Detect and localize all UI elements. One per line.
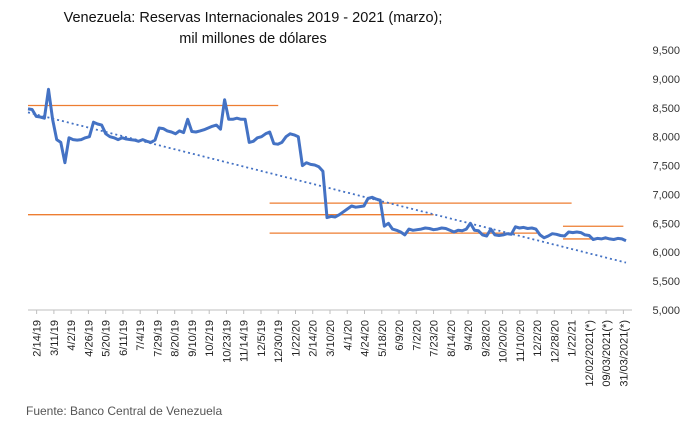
y-tick-label: 9,000 — [652, 74, 680, 86]
x-tick-label: 9/28/20 — [480, 320, 492, 357]
x-tick-label: 4/1/20 — [342, 320, 354, 351]
x-axis-ticks: 2/14/19 3/11/19 4/2/19 4/26/19 5/20/19 6/11/1… — [32, 310, 630, 387]
x-tick-label: 4/2/19 — [66, 320, 78, 351]
x-tick-label: 10/23/19 — [221, 320, 233, 363]
x-tick-label: 11/14/19 — [239, 320, 251, 362]
x-tick-label: 31/03/2021(*) — [618, 320, 630, 387]
x-tick-label: 1/22/21 — [567, 320, 579, 357]
y-tick-label: 7,000 — [652, 189, 680, 201]
x-tick-label: 7/23/20 — [429, 320, 441, 357]
x-tick-label: 2/14/19 — [32, 320, 44, 357]
x-tick-label: 09/03/2021(*) — [601, 320, 613, 387]
reference-lines — [28, 104, 624, 240]
x-tick-label: 12/28/20 — [549, 320, 561, 363]
y-tick-label: 7,500 — [652, 161, 680, 173]
x-tick-label: 12/30/19 — [273, 320, 285, 363]
x-tick-label: 8/20/19 — [170, 320, 182, 357]
y-axis-ticks: 5,000 5,500 6,000 6,500 7,000 7,500 8,000 8,500… — [652, 45, 680, 317]
x-tick-label: 9/10/19 — [187, 320, 199, 357]
x-tick-label: 12/02/2021(*) — [584, 320, 596, 387]
x-tick-label: 10/2/19 — [204, 320, 216, 357]
y-tick-label: 8,000 — [652, 132, 680, 144]
x-tick-label: 5/18/20 — [377, 320, 389, 357]
x-tick-label: 1/22/20 — [290, 320, 302, 357]
x-tick-label: 2/14/20 — [308, 320, 320, 357]
series-line — [27, 87, 627, 243]
x-tick-label: 7/2/20 — [411, 320, 423, 351]
y-tick-label: 5,500 — [652, 276, 680, 288]
x-tick-label: 12/2/20 — [532, 320, 544, 357]
x-tick-label: 4/26/19 — [83, 320, 95, 357]
source-note: Fuente: Banco Central de Venezuela — [26, 404, 222, 418]
x-tick-label: 3/10/20 — [325, 320, 337, 357]
y-tick-label: 9,500 — [652, 45, 680, 57]
x-tick-label: 3/11/19 — [49, 320, 61, 356]
y-tick-label: 6,500 — [652, 218, 680, 230]
x-tick-label: 7/4/19 — [135, 320, 147, 351]
x-tick-label: 12/5/19 — [256, 320, 268, 357]
x-tick-label: 5/20/19 — [101, 320, 113, 357]
y-tick-label: 5,000 — [652, 305, 680, 317]
x-tick-label: 6/11/19 — [118, 320, 130, 356]
x-tick-label: 7/29/19 — [152, 320, 164, 357]
y-tick-label: 8,500 — [652, 103, 680, 115]
chart-title: Venezuela: Reservas Internacionales 2019… — [64, 10, 443, 26]
x-tick-label: 10/20/20 — [498, 320, 510, 363]
trend-line — [27, 111, 627, 264]
x-tick-label: 9/4/20 — [463, 320, 475, 351]
x-tick-label: 6/9/20 — [394, 320, 406, 351]
x-tick-label: 4/24/20 — [360, 320, 372, 357]
x-tick-label: 8/14/20 — [446, 320, 458, 357]
chart-subtitle: mil millones de dólares — [179, 31, 326, 47]
y-tick-label: 6,000 — [652, 247, 680, 259]
x-tick-label: 11/10/20 — [515, 320, 527, 362]
